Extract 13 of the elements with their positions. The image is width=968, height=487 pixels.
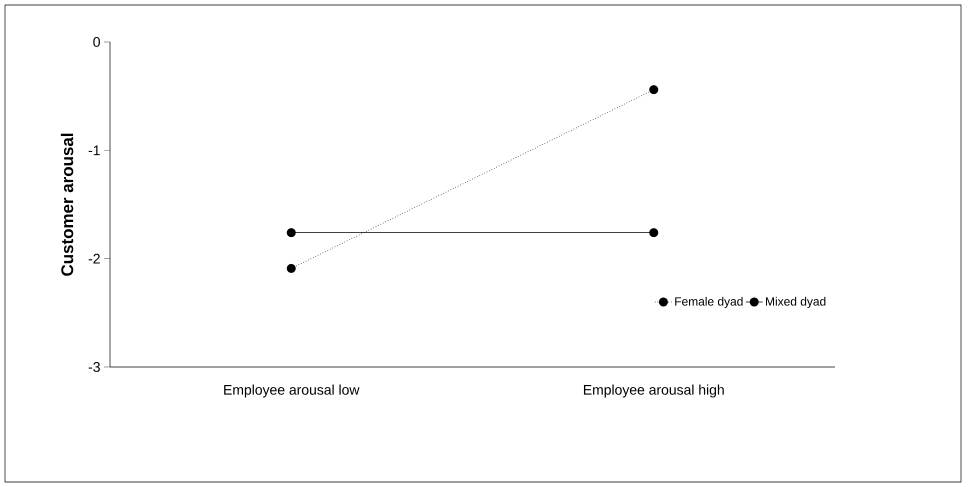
y-tick-label: -2 — [88, 254, 100, 264]
x-tick-label: Employee arousal high — [584, 384, 724, 398]
x-tick-label: Employee arousal low — [224, 384, 360, 398]
y-tick-label: -3 — [88, 362, 100, 372]
y-tick-label: -1 — [88, 146, 100, 156]
point — [286, 264, 296, 273]
point — [649, 228, 658, 238]
legend-label: Mixed dyad — [766, 296, 826, 308]
y-axis-title: Customer arousal — [60, 134, 74, 276]
point — [649, 85, 658, 94]
legend-label: Female dyad — [675, 296, 743, 308]
y-tick-label: 0 — [93, 37, 100, 47]
point — [286, 228, 296, 238]
